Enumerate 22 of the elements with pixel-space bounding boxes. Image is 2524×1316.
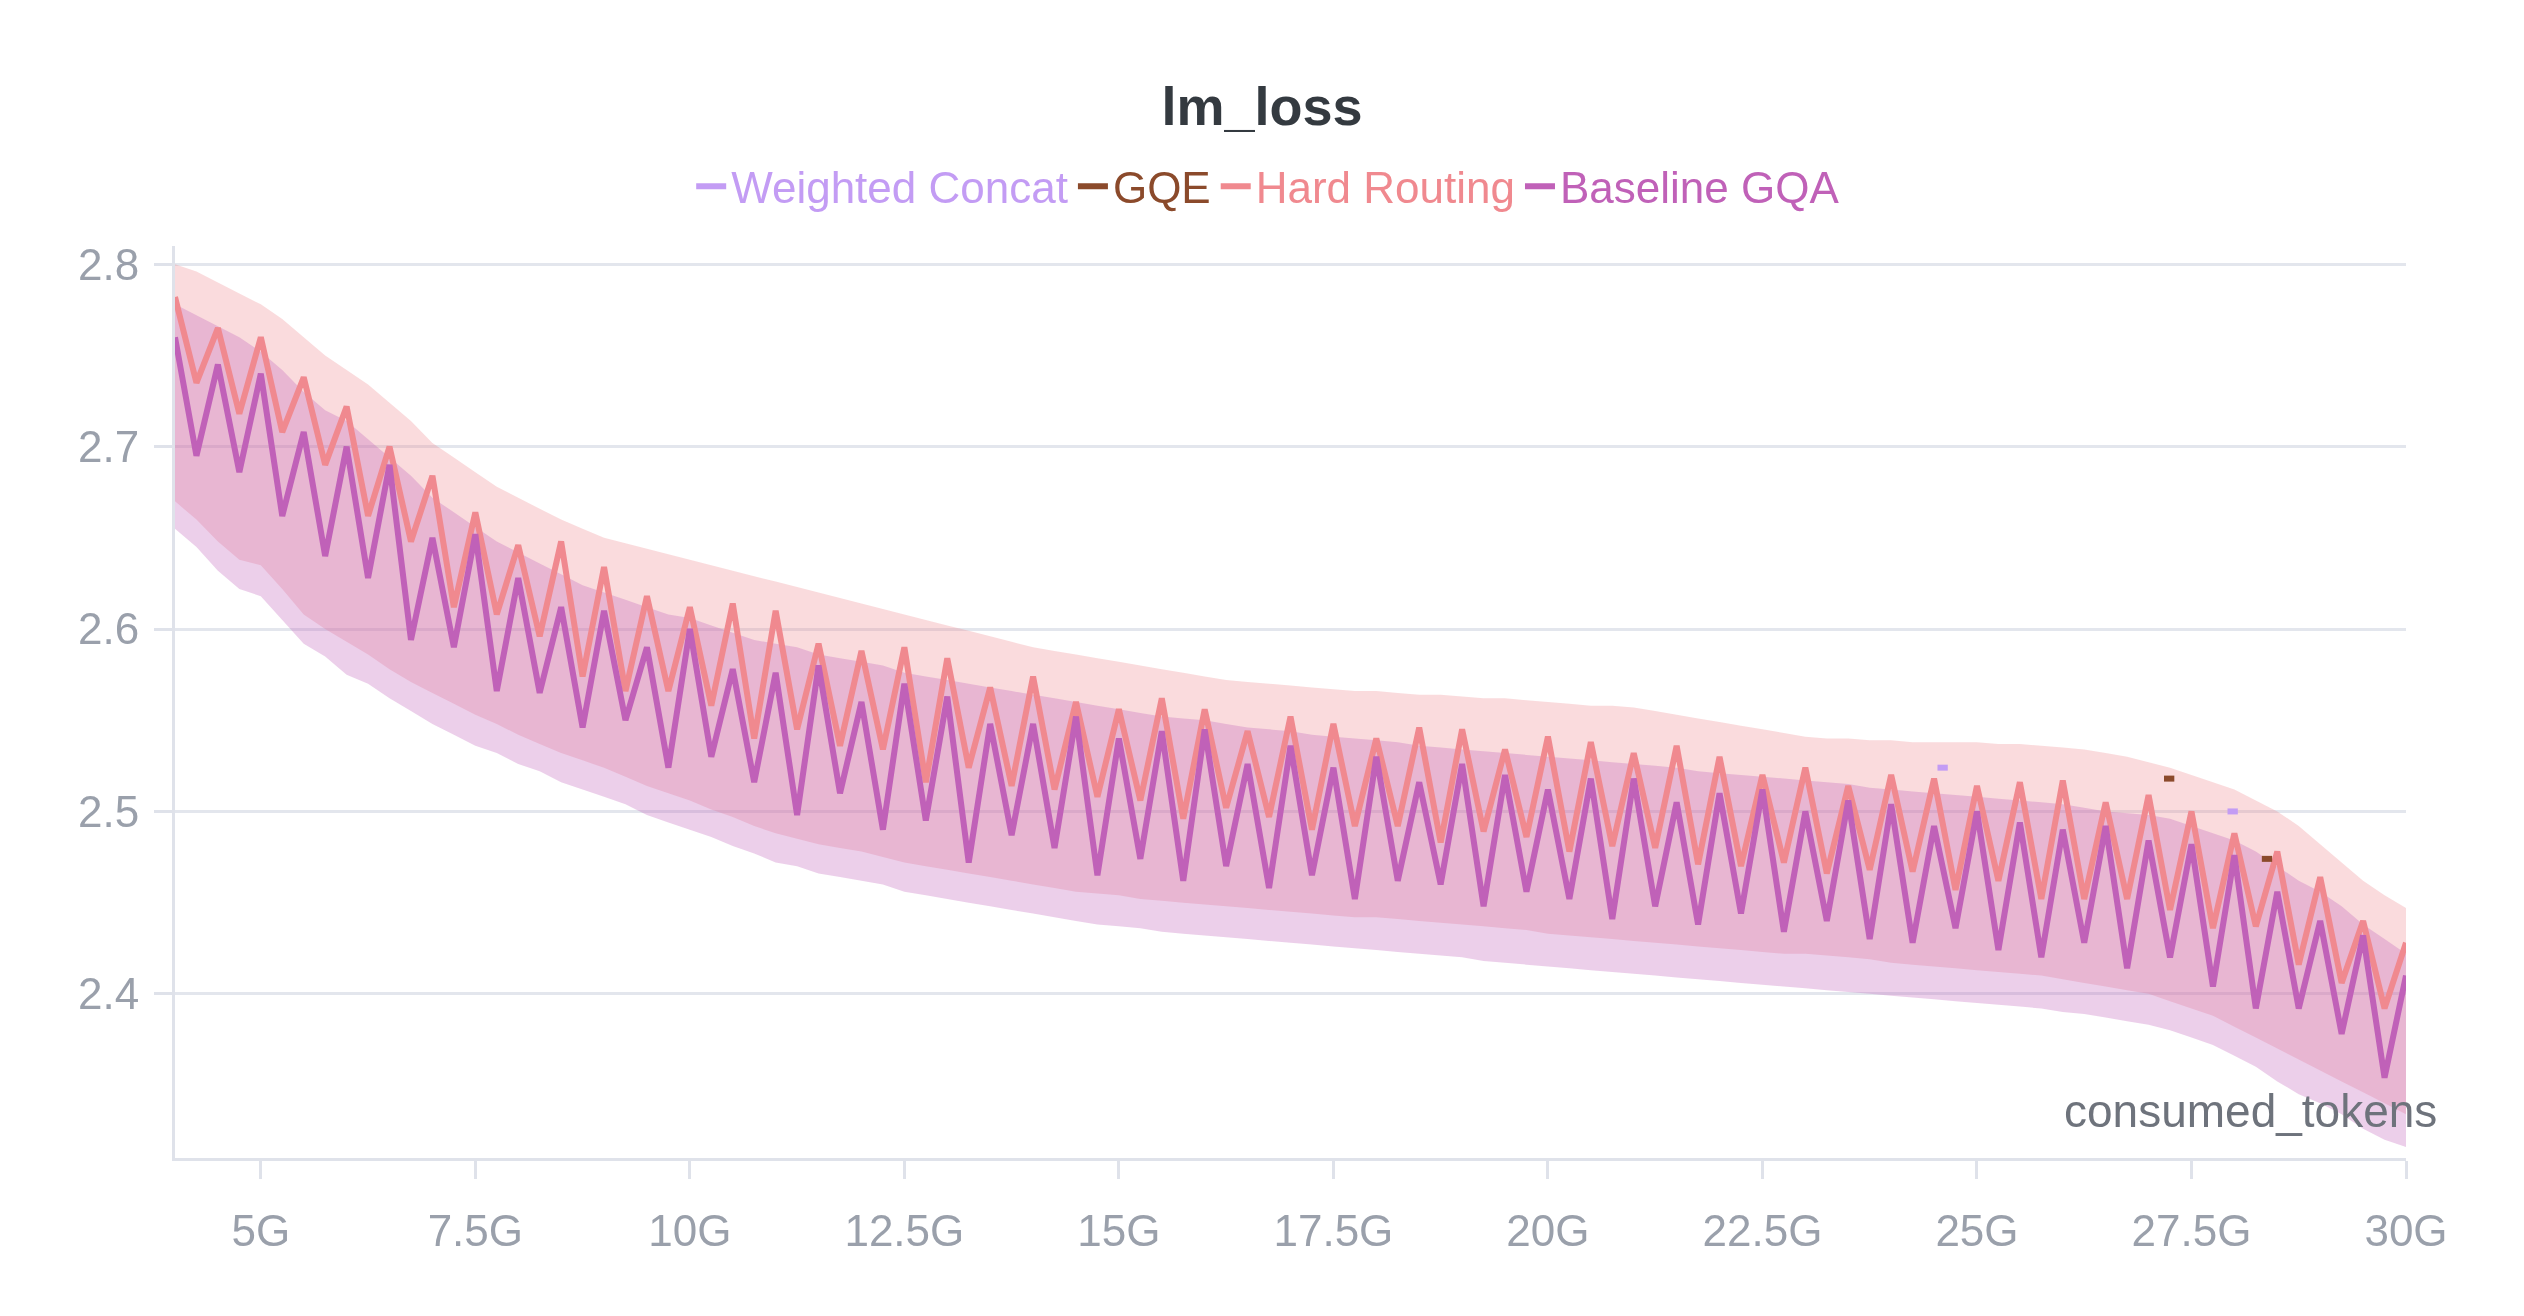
legend-label: Hard Routing [1255, 163, 1515, 213]
x-tick-label: 25G [1935, 1205, 2019, 1255]
x-tick-label: 12.5G [844, 1205, 965, 1255]
legend-label: Baseline GQA [1559, 163, 1840, 213]
x-tick-label: 5G [231, 1205, 291, 1255]
chart-title: lm_loss [1161, 76, 1363, 137]
x-tick-label: 27.5G [2131, 1205, 2252, 1255]
legend-label: GQE [1112, 163, 1211, 213]
y-tick-label: 2.5 [78, 786, 140, 836]
x-tick-label: 30G [2364, 1205, 2448, 1255]
legend-label: Weighted Concat [731, 163, 1068, 213]
y-tick-label: 2.7 [78, 422, 140, 472]
x-tick-label: 10G [648, 1205, 732, 1255]
x-tick-label: 7.5G [427, 1205, 524, 1255]
x-tick-label: 17.5G [1273, 1205, 1394, 1255]
y-tick-label: 2.8 [78, 239, 140, 289]
y-tick-label: 2.6 [78, 604, 140, 654]
x-tick-label: 15G [1077, 1205, 1161, 1255]
x-tick-label: 22.5G [1702, 1205, 1823, 1255]
y-tick-label: 2.4 [78, 969, 140, 1019]
x-axis-title: consumed_tokens [2064, 1085, 2438, 1137]
x-tick-label: 20G [1506, 1205, 1590, 1255]
